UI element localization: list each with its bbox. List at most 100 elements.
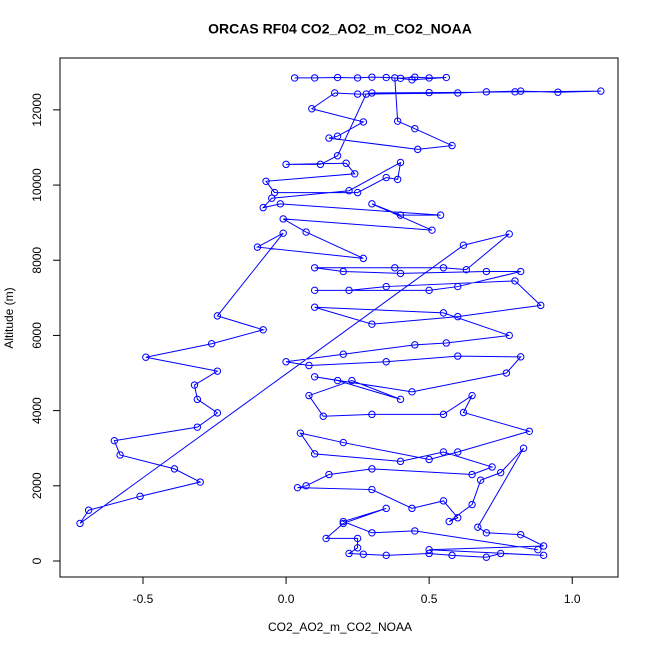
y-axis-label: Altitude (m)	[2, 287, 16, 348]
data-point	[411, 527, 419, 535]
data-point	[339, 438, 347, 447]
data-point	[391, 74, 399, 82]
data-point	[408, 388, 416, 396]
data-point	[476, 476, 485, 484]
y-tick-label: 2000	[30, 472, 44, 499]
data-point	[382, 358, 390, 366]
y-tick-label: 8000	[30, 247, 44, 274]
data-point	[213, 409, 222, 417]
data-point	[454, 282, 462, 291]
data-point	[459, 241, 468, 249]
data-point	[428, 226, 436, 234]
data-point	[445, 517, 453, 526]
x-tick-label: -0.5	[133, 592, 154, 606]
data-point	[396, 395, 405, 404]
plot-frame	[59, 57, 619, 578]
chart-title: ORCAS RF04 CO2_AO2_m_CO2_NOAA	[208, 21, 472, 37]
data-point	[482, 88, 491, 96]
data-point	[517, 530, 525, 539]
data-point	[345, 286, 353, 295]
data-point	[305, 391, 313, 400]
data-point	[193, 423, 202, 431]
data-point	[136, 492, 144, 501]
data-point	[279, 229, 287, 237]
data-point	[436, 211, 445, 219]
data-point	[425, 455, 433, 464]
data-point	[310, 74, 319, 82]
data-point	[488, 463, 496, 471]
data-point	[396, 211, 405, 219]
data-point	[308, 105, 316, 113]
data-point	[342, 159, 350, 167]
data-point	[359, 550, 368, 558]
data-point	[259, 326, 267, 334]
data-point	[597, 87, 605, 95]
data-point	[391, 264, 399, 272]
data-point	[302, 228, 310, 236]
data-point	[310, 303, 319, 311]
data-point	[339, 350, 347, 358]
data-point	[468, 470, 476, 479]
data-point	[439, 448, 448, 456]
data-point	[259, 203, 267, 212]
data-point	[339, 267, 347, 276]
data-point	[362, 90, 370, 98]
data-point	[442, 339, 451, 347]
data-point	[339, 519, 347, 528]
data-point	[539, 542, 548, 550]
data-point	[353, 188, 362, 197]
data-point	[539, 551, 548, 560]
data-point	[353, 90, 362, 98]
data-point	[525, 427, 533, 435]
data-point	[439, 497, 448, 505]
data-point	[425, 88, 433, 97]
data-point	[454, 514, 462, 522]
data-point	[396, 269, 405, 278]
data-point	[305, 361, 313, 370]
x-tick-label: 0.5	[421, 592, 438, 606]
data-point	[382, 551, 390, 560]
data-point	[517, 267, 525, 276]
data-point	[76, 519, 84, 528]
data-point	[325, 134, 333, 142]
data-point	[393, 117, 402, 125]
data-point	[368, 200, 376, 208]
y-tick-label: 0	[30, 557, 44, 564]
data-point	[368, 485, 376, 494]
data-point	[368, 529, 376, 537]
x-tick-label: 1.0	[564, 592, 581, 606]
data-point	[359, 254, 368, 263]
data-point	[353, 544, 362, 552]
data-point	[262, 177, 270, 186]
data-point	[396, 457, 405, 466]
data-point	[382, 282, 390, 291]
data-point	[142, 353, 150, 361]
data-point	[213, 312, 222, 320]
data-point	[411, 124, 419, 133]
data-point	[519, 444, 528, 452]
data-point	[425, 549, 433, 558]
data-point	[482, 267, 491, 276]
data-point	[511, 277, 519, 285]
data-point	[339, 517, 347, 526]
data-point	[319, 412, 327, 420]
data-point	[368, 73, 376, 81]
data-point	[442, 73, 451, 82]
data-point	[393, 175, 402, 184]
data-point	[359, 118, 368, 126]
data-point	[353, 534, 362, 543]
data-point	[351, 170, 359, 178]
data-point	[382, 73, 390, 82]
data-point	[268, 194, 276, 202]
data-point	[348, 376, 356, 385]
data-point	[293, 483, 302, 492]
data-point	[331, 89, 339, 97]
data-point	[454, 312, 462, 321]
data-point	[345, 549, 353, 558]
data-point	[517, 353, 525, 361]
data-point	[302, 482, 310, 490]
y-tick-label: 4000	[30, 397, 44, 424]
data-point	[116, 451, 124, 459]
data-point	[316, 160, 325, 169]
